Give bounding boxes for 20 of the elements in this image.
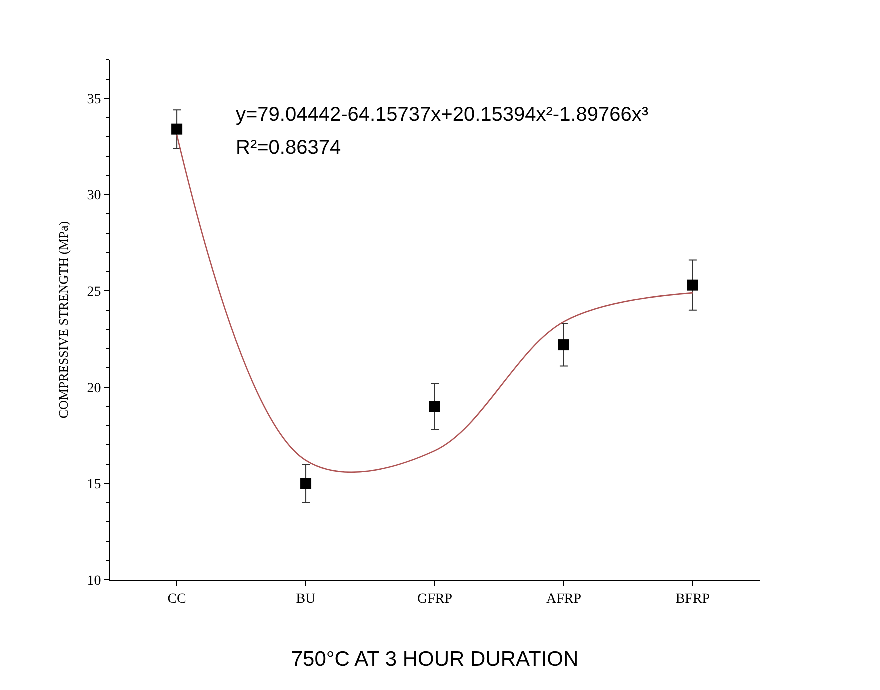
point	[558, 340, 570, 351]
y-tick-label: 20	[87, 381, 102, 396]
x-axis-title: 750°C AT 3 HOUR DURATION	[291, 648, 579, 671]
annotation: R²=0.86374	[236, 137, 342, 159]
x-tick-label: BU	[296, 592, 316, 607]
y-tick-label: 25	[87, 285, 102, 300]
x-tick-label: GFRP	[417, 592, 453, 607]
point	[172, 124, 183, 135]
annotation: y=79.04442-64.15737x+20.15394x²-1.89766x³	[236, 104, 649, 126]
x-tick-label: BFRP	[676, 592, 710, 607]
point	[430, 401, 440, 412]
x-tick-label: AFRP	[546, 592, 582, 607]
point	[300, 478, 312, 490]
y-tick-label: 30	[87, 188, 102, 204]
y-tick-label: 10	[87, 574, 102, 589]
point	[687, 280, 698, 291]
y-axis-title: COMPRESSIVE STRENGTH (MPa)	[56, 221, 72, 419]
y-tick-label: 35	[87, 92, 102, 108]
x-tick-label: CC	[168, 592, 186, 607]
y-tick-label: 15	[87, 478, 102, 493]
